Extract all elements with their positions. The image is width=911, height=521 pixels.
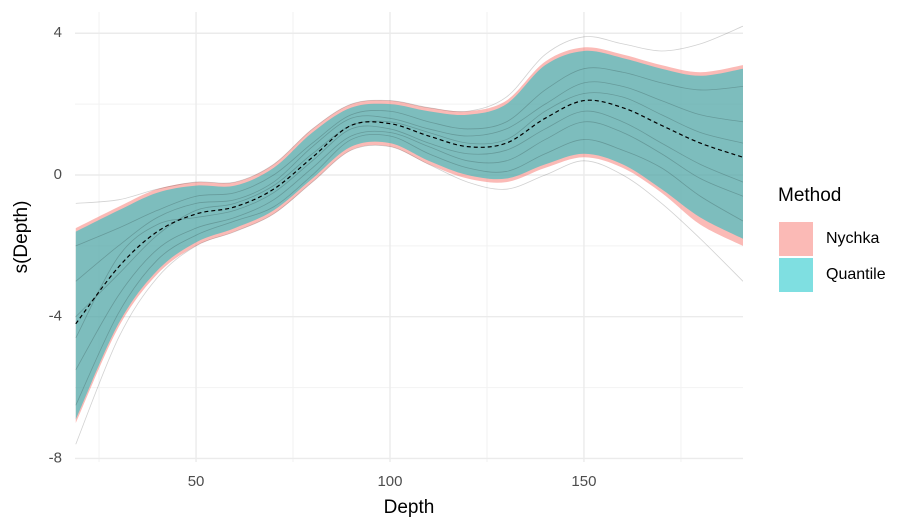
draw-line — [75, 110, 743, 339]
legend-title: Method — [778, 185, 841, 206]
draw-line — [75, 81, 743, 282]
y-tick-label: 0 — [54, 166, 62, 183]
draw-line — [75, 144, 743, 445]
legend-key — [779, 258, 813, 292]
draw-line — [75, 92, 743, 318]
legend-key — [779, 222, 813, 256]
plot-area — [75, 25, 743, 445]
y-tick-label: -8 — [49, 449, 62, 466]
y-tick-label: -4 — [49, 308, 62, 325]
draw-line — [75, 133, 743, 406]
y-tick-label: 4 — [54, 24, 62, 41]
mean-line — [75, 99, 743, 325]
legend-label: Nychka — [826, 230, 879, 247]
draw-line — [75, 67, 743, 247]
legend-label: Quantile — [826, 266, 886, 283]
draw-line — [75, 25, 743, 204]
x-tick-label: 150 — [571, 473, 596, 490]
legend: Method Nychka Quantile — [778, 185, 886, 292]
x-axis-title: Depth — [384, 497, 435, 518]
y-axis-title: s(Depth) — [11, 201, 32, 274]
x-tick-label: 100 — [377, 473, 402, 490]
band — [75, 50, 743, 420]
x-tick-label: 50 — [188, 473, 205, 490]
draw-line — [75, 121, 743, 371]
axes: 50 100 150 -8 -4 0 4 — [49, 24, 597, 490]
